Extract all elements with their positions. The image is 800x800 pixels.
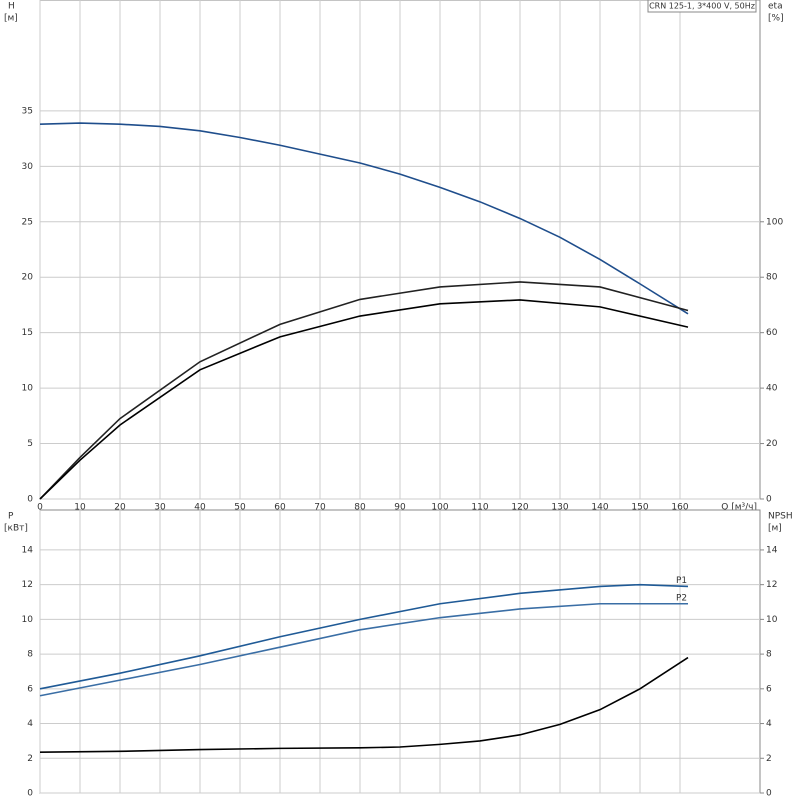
y-axis-label: P xyxy=(8,512,14,522)
x-tick-label: 90 xyxy=(394,503,406,513)
y2-tick-label: 2 xyxy=(766,754,772,764)
curve xyxy=(39,299,689,500)
y-tick-label: 0 xyxy=(27,495,33,505)
y2-axis-label: NPSH xyxy=(768,512,793,522)
y2-tick-label: 6 xyxy=(766,684,772,694)
curve xyxy=(39,281,689,500)
y2-tick-label: 14 xyxy=(766,545,778,555)
y2-axis-unit: [%] xyxy=(768,14,784,24)
y-tick-label: 35 xyxy=(22,106,33,116)
y-tick-label: 2 xyxy=(27,754,33,764)
y2-tick-label: 0 xyxy=(766,789,772,799)
x-tick-label: 100 xyxy=(431,503,448,513)
x-tick-label: 10 xyxy=(74,503,86,513)
y-tick-label: 10 xyxy=(22,384,34,394)
y2-tick-label: 10 xyxy=(766,615,778,625)
y2-tick-label: 0 xyxy=(766,495,772,505)
curve xyxy=(39,583,689,690)
y-axis-label: H xyxy=(8,2,15,12)
y-tick-label: 14 xyxy=(22,545,34,555)
x-tick-label: 120 xyxy=(511,503,528,513)
series-label: P2 xyxy=(676,593,687,603)
x-tick-label: 30 xyxy=(154,503,166,513)
y-tick-label: 4 xyxy=(27,719,33,729)
x-tick-label: 40 xyxy=(194,503,206,513)
x-tick-label: 20 xyxy=(114,503,126,513)
chart-title: CRN 125-1, 3*400 V, 50Hz xyxy=(649,2,755,11)
y2-tick-label: 40 xyxy=(766,384,778,394)
x-tick-label: 130 xyxy=(551,503,568,513)
x-tick-label: 80 xyxy=(354,503,366,513)
y-tick-label: 30 xyxy=(22,162,34,172)
y2-tick-label: 4 xyxy=(766,719,772,729)
x-tick-label: 150 xyxy=(631,503,648,513)
series-label: P1 xyxy=(676,576,687,586)
y-tick-label: 20 xyxy=(22,273,34,283)
y2-tick-label: 12 xyxy=(766,580,777,590)
x-axis-label: Q [м³/ч] xyxy=(721,503,757,513)
x-tick-label: 0 xyxy=(37,503,43,513)
y-tick-label: 12 xyxy=(22,580,33,590)
curve xyxy=(39,602,688,697)
y-tick-label: 10 xyxy=(22,615,34,625)
y-tick-label: 0 xyxy=(27,789,33,799)
y2-tick-label: 100 xyxy=(766,217,783,227)
y-tick-label: 6 xyxy=(27,684,33,694)
y2-tick-label: 8 xyxy=(766,650,772,660)
y-tick-label: 25 xyxy=(22,217,33,227)
x-tick-label: 160 xyxy=(671,503,688,513)
x-tick-label: 60 xyxy=(274,503,286,513)
title-box xyxy=(647,0,757,13)
curve xyxy=(39,122,689,315)
y-axis-unit: [м] xyxy=(4,14,18,24)
y-axis-unit: [кВт] xyxy=(4,524,28,534)
y2-axis-unit: [м] xyxy=(768,524,782,534)
x-tick-label: 140 xyxy=(591,503,608,513)
y2-tick-label: 80 xyxy=(766,273,778,283)
y2-tick-label: 20 xyxy=(766,439,778,449)
x-tick-label: 110 xyxy=(471,503,488,513)
y-tick-label: 5 xyxy=(27,439,33,449)
y2-axis-label: eta xyxy=(768,2,783,12)
y-tick-label: 8 xyxy=(27,650,33,660)
y2-tick-label: 60 xyxy=(766,328,778,338)
y-tick-label: 15 xyxy=(22,328,33,338)
x-tick-label: 70 xyxy=(314,503,326,513)
curve xyxy=(39,656,689,753)
x-tick-label: 50 xyxy=(234,503,246,513)
